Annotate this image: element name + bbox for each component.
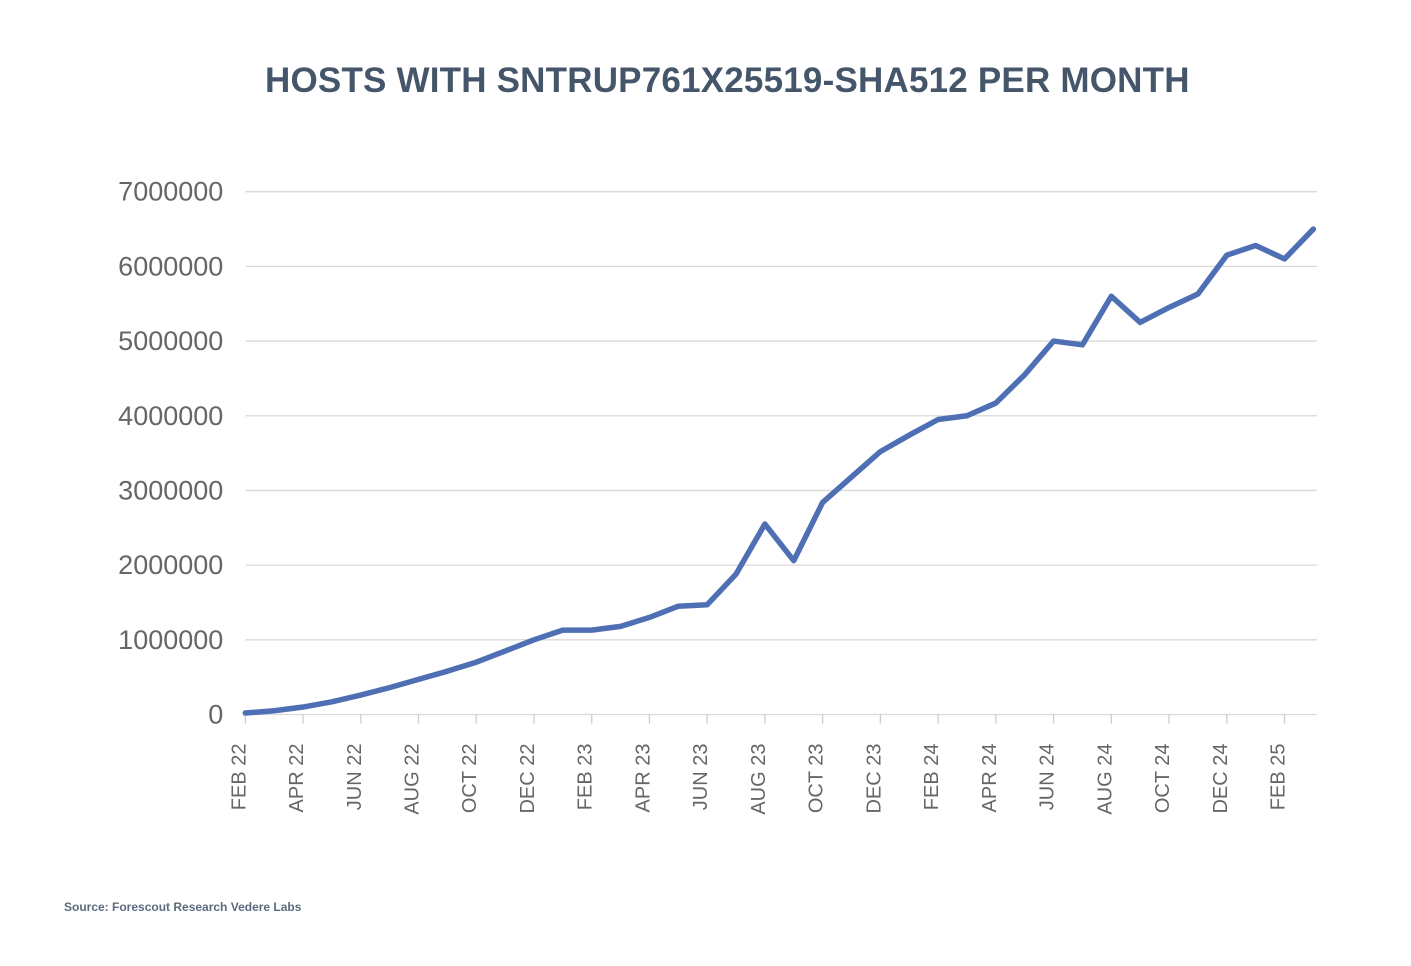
svg-text:0: 0 xyxy=(208,700,223,730)
svg-text:OCT 23: OCT 23 xyxy=(806,744,828,814)
svg-text:FEB 24: FEB 24 xyxy=(921,744,943,811)
svg-text:OCT 22: OCT 22 xyxy=(459,744,481,814)
svg-text:APR 24: APR 24 xyxy=(979,744,1001,813)
svg-text:JUN 23: JUN 23 xyxy=(690,744,712,811)
svg-text:4000000: 4000000 xyxy=(118,401,223,431)
svg-text:2000000: 2000000 xyxy=(118,550,223,580)
svg-text:AUG 24: AUG 24 xyxy=(1094,744,1116,815)
svg-text:AUG 22: AUG 22 xyxy=(402,744,424,815)
svg-text:FEB 25: FEB 25 xyxy=(1268,744,1290,811)
svg-text:3000000: 3000000 xyxy=(118,475,223,505)
svg-text:7000000: 7000000 xyxy=(118,177,223,207)
svg-text:DEC 23: DEC 23 xyxy=(863,744,885,814)
svg-text:FEB 22: FEB 22 xyxy=(228,744,250,811)
svg-text:6000000: 6000000 xyxy=(118,251,223,281)
svg-text:JUN 22: JUN 22 xyxy=(344,744,366,811)
svg-text:APR 22: APR 22 xyxy=(286,744,308,813)
svg-text:AUG 23: AUG 23 xyxy=(748,744,770,815)
svg-text:DEC 22: DEC 22 xyxy=(517,744,539,814)
svg-text:OCT 24: OCT 24 xyxy=(1152,744,1174,814)
svg-text:JUN 24: JUN 24 xyxy=(1037,744,1059,811)
svg-text:APR 23: APR 23 xyxy=(632,744,654,813)
svg-text:5000000: 5000000 xyxy=(118,326,223,356)
svg-text:DEC 24: DEC 24 xyxy=(1210,744,1232,814)
svg-text:1000000: 1000000 xyxy=(118,625,223,655)
svg-text:FEB 23: FEB 23 xyxy=(575,744,597,811)
